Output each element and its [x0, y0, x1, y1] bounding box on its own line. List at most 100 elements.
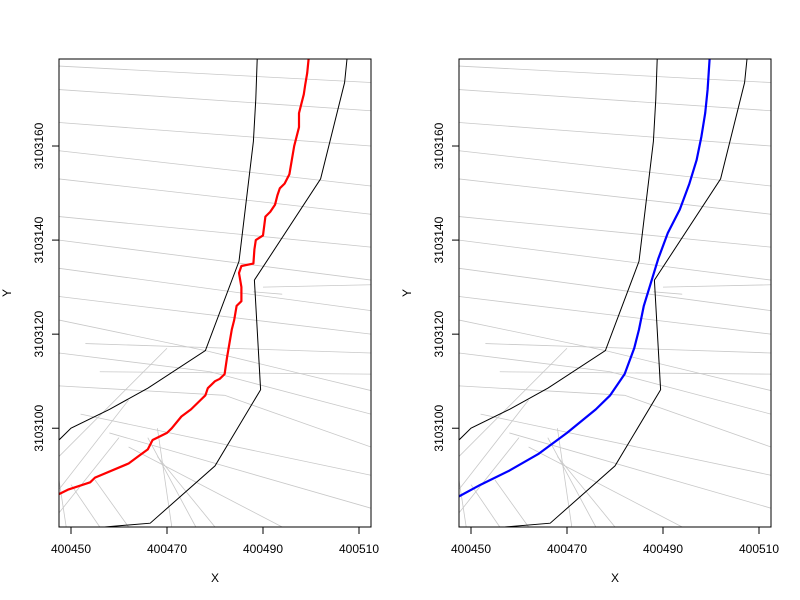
right-y-tick-label-1: 3103120	[432, 310, 446, 357]
right-cross-section-11	[459, 319, 606, 352]
right-cross-section-7	[459, 267, 771, 312]
right-y-axis: 3103100 3103120 3103140 3103160	[432, 122, 459, 452]
left-right-bank-line	[104, 59, 348, 527]
left-centerline-path	[59, 59, 310, 496]
right-cross-section-30	[662, 284, 771, 288]
left-cross-section-25	[59, 479, 67, 527]
right-cross-sections	[459, 65, 771, 527]
left-y-tick-label-2: 3103140	[32, 216, 46, 263]
right-x-tick-label-2: 400490	[643, 542, 683, 556]
right-cross-section-0	[459, 65, 771, 83]
right-cross-section-5	[459, 216, 771, 248]
right-y-tick-label-3: 3103160	[432, 122, 446, 169]
right-cross-section-23	[494, 479, 529, 527]
left-cross-section-5	[59, 216, 371, 248]
left-left-bank-line	[59, 59, 258, 441]
right-cross-section-8	[459, 296, 771, 335]
right-cross-section-24	[470, 484, 501, 527]
right-cross-section-9	[485, 343, 771, 354]
right-cross-section-18	[509, 432, 771, 509]
left-cross-section-16	[224, 394, 371, 448]
left-cross-section-10	[99, 371, 371, 375]
right-centerline	[459, 59, 711, 498]
right-cross-section-10	[499, 371, 771, 375]
left-y-axis-label: Y	[0, 289, 14, 297]
right-cross-section-21	[547, 437, 597, 527]
right-cross-section-19	[528, 446, 683, 527]
right-x-tick-label-0: 400450	[451, 542, 491, 556]
right-y-tick-label-0: 3103100	[432, 405, 446, 452]
left-x-tick-label-3: 400510	[339, 542, 379, 556]
left-cross-section-4	[59, 178, 371, 215]
right-x-axis: 400450 400470 400490 400510	[451, 527, 779, 556]
left-cross-section-28	[59, 347, 168, 457]
right-cross-section-22	[557, 428, 573, 527]
right-x-tick-label-3: 400510	[739, 542, 779, 556]
left-y-tick-label-1: 3103120	[32, 310, 46, 357]
right-cross-section-13	[459, 352, 611, 373]
left-cross-section-6	[59, 239, 371, 281]
right-cross-section-6	[459, 239, 771, 281]
left-cross-section-11	[59, 319, 206, 352]
right-banklines	[459, 59, 748, 527]
right-cross-section-29	[653, 291, 683, 295]
right-cross-section-26	[459, 437, 520, 514]
right-cross-section-28	[459, 347, 568, 457]
left-cross-section-12	[205, 350, 371, 391]
left-cross-section-27	[59, 399, 129, 490]
left-centerline	[59, 59, 310, 496]
right-cross-section-3	[459, 150, 771, 187]
left-cross-section-13	[59, 352, 211, 373]
right-cross-section-16	[624, 394, 771, 448]
left-cross-section-24	[70, 484, 101, 527]
left-plot-frame	[58, 58, 372, 528]
left-cross-section-23	[94, 479, 129, 527]
left-cross-section-8	[59, 296, 371, 335]
right-cross-section-1	[459, 89, 771, 112]
left-cross-section-30	[262, 284, 371, 288]
left-cross-section-26	[59, 437, 120, 514]
left-cross-section-1	[59, 89, 371, 112]
left-chart-panel: 400450 400470 400490 400510 310310031031203…	[0, 58, 379, 585]
left-cross-section-18	[109, 432, 371, 509]
right-cross-section-17	[480, 413, 771, 476]
right-cross-section-25	[459, 479, 467, 527]
left-y-tick-label-3: 3103160	[32, 122, 46, 169]
left-cross-section-17	[80, 413, 371, 476]
left-banklines	[59, 59, 348, 527]
left-y-axis: 3103100 3103120 3103140 3103160	[32, 122, 59, 452]
left-y-tick-label-0: 3103100	[32, 405, 46, 452]
right-left-bank-line	[459, 59, 658, 441]
right-cross-section-27	[459, 399, 529, 490]
right-cross-section-15	[459, 385, 625, 396]
left-x-tick-label-0: 400450	[51, 542, 91, 556]
left-cross-section-3	[59, 150, 371, 187]
left-cross-section-15	[59, 385, 225, 396]
right-cross-section-4	[459, 178, 771, 215]
right-y-axis-label: Y	[400, 289, 414, 297]
right-y-tick-label-2: 3103140	[432, 216, 446, 263]
right-right-bank-line	[504, 59, 748, 527]
right-cross-section-2	[459, 122, 771, 147]
left-cross-sections	[59, 65, 371, 527]
left-cross-section-2	[59, 122, 371, 147]
left-cross-section-0	[59, 65, 371, 83]
right-cross-section-12	[605, 350, 771, 391]
left-cross-section-29	[253, 291, 283, 295]
right-centerline-path	[459, 59, 711, 498]
left-cross-section-7	[59, 267, 371, 312]
left-cross-section-21	[147, 437, 197, 527]
left-x-tick-label-1: 400470	[147, 542, 187, 556]
left-x-axis-label: X	[211, 571, 219, 585]
right-plot-frame	[458, 58, 772, 528]
left-cross-section-22	[157, 428, 173, 527]
left-x-axis: 400450 400470 400490 400510	[51, 527, 379, 556]
left-cross-section-19	[128, 446, 283, 527]
left-x-tick-label-2: 400490	[243, 542, 283, 556]
right-chart-panel: 400450 400470 400490 400510 310310031031203…	[400, 58, 779, 585]
left-cross-section-14	[210, 371, 371, 415]
right-x-tick-label-1: 400470	[547, 542, 587, 556]
right-cross-section-14	[610, 371, 771, 415]
right-x-axis-label: X	[611, 571, 619, 585]
